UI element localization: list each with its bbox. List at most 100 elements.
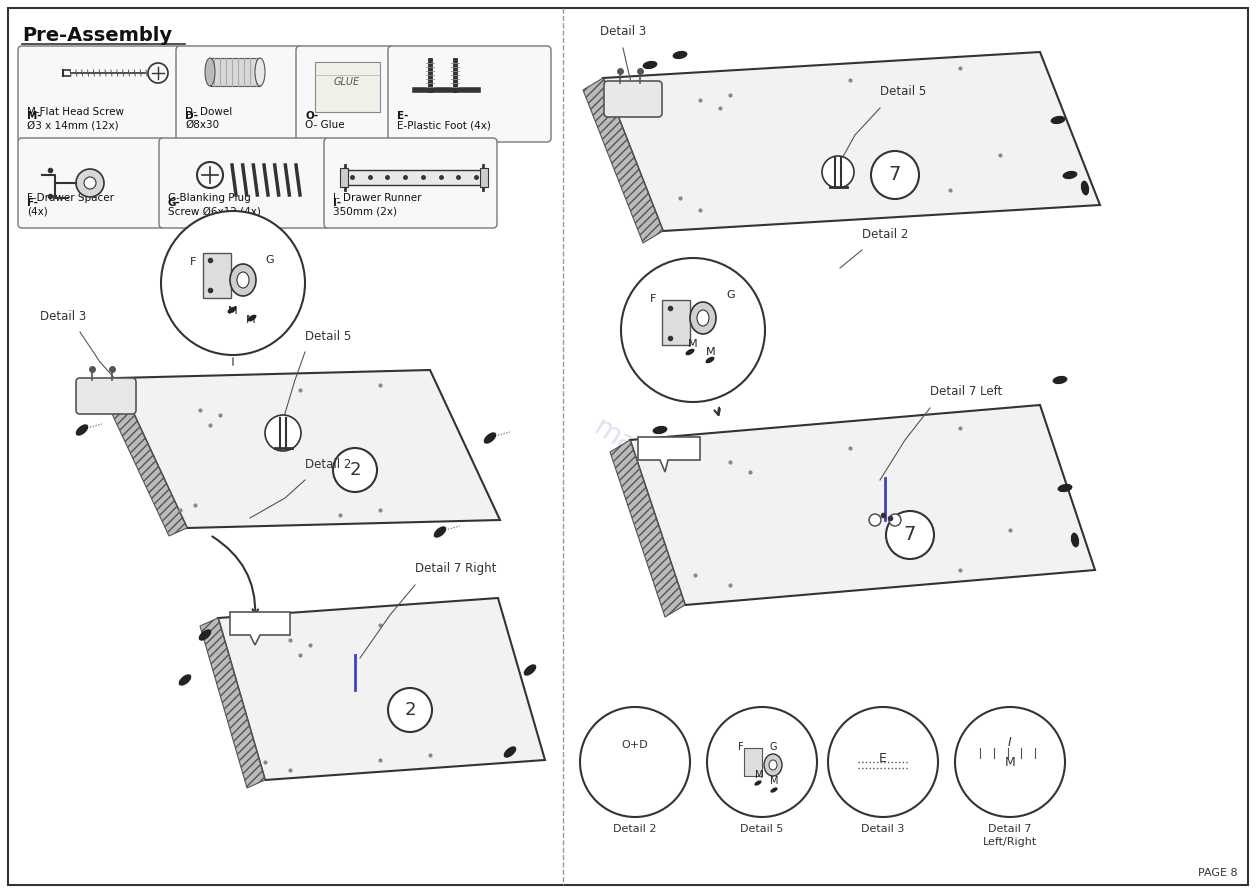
Ellipse shape [653, 426, 667, 434]
Ellipse shape [706, 356, 715, 363]
Ellipse shape [227, 306, 236, 313]
Ellipse shape [504, 747, 516, 758]
Text: I- Drawer Runner: I- Drawer Runner [333, 193, 422, 203]
Polygon shape [117, 370, 500, 528]
FancyBboxPatch shape [604, 81, 662, 117]
Ellipse shape [524, 664, 536, 676]
Ellipse shape [75, 424, 88, 436]
Text: Pre-Assembly: Pre-Assembly [23, 26, 172, 45]
Text: 7: 7 [889, 165, 902, 185]
Ellipse shape [1063, 171, 1078, 179]
Text: Detail 3: Detail 3 [862, 824, 904, 834]
Text: M: M [770, 776, 779, 786]
FancyBboxPatch shape [324, 138, 497, 228]
Text: Detail 7 Right: Detail 7 Right [414, 562, 496, 575]
Text: F-: F- [26, 198, 38, 208]
Text: Detail 3: Detail 3 [40, 310, 87, 323]
Ellipse shape [95, 387, 108, 397]
Text: G-Blanking Plug: G-Blanking Plug [168, 193, 251, 203]
Text: 2: 2 [404, 701, 416, 719]
Polygon shape [315, 62, 381, 112]
Ellipse shape [247, 314, 256, 321]
Text: M: M [755, 770, 764, 780]
Circle shape [333, 448, 377, 492]
Text: M: M [246, 315, 256, 325]
Polygon shape [603, 52, 1100, 231]
Circle shape [955, 707, 1065, 817]
Circle shape [161, 211, 305, 355]
Ellipse shape [690, 302, 716, 334]
Text: F: F [739, 742, 744, 752]
Ellipse shape [1081, 180, 1089, 196]
Text: D- Dowel: D- Dowel [185, 107, 232, 117]
Text: E-: E- [397, 111, 408, 121]
Ellipse shape [686, 348, 695, 355]
Bar [210, 58, 260, 86]
Text: Detail 5: Detail 5 [305, 330, 352, 343]
Text: 350mm (2x): 350mm (2x) [333, 206, 397, 216]
Ellipse shape [643, 61, 657, 69]
Text: 7: 7 [904, 525, 916, 545]
Bar [744, 748, 762, 776]
Text: I: I [1009, 736, 1012, 748]
Polygon shape [219, 598, 545, 780]
Text: M: M [688, 339, 697, 349]
Polygon shape [631, 405, 1095, 605]
Text: G: G [726, 290, 735, 300]
Ellipse shape [255, 58, 265, 86]
Text: Detail 3: Detail 3 [600, 25, 647, 38]
Text: Ø8x30: Ø8x30 [185, 120, 219, 130]
Ellipse shape [672, 51, 687, 59]
Text: F-Drawer Spacer: F-Drawer Spacer [26, 193, 114, 203]
FancyBboxPatch shape [8, 8, 1248, 885]
Ellipse shape [230, 264, 256, 296]
Text: Detail 5: Detail 5 [740, 824, 784, 834]
FancyBboxPatch shape [296, 46, 394, 142]
Ellipse shape [1050, 116, 1065, 124]
Text: G-: G- [168, 198, 181, 208]
Text: PAGE 8: PAGE 8 [1198, 868, 1238, 878]
Text: Detail 2: Detail 2 [305, 458, 352, 471]
Ellipse shape [1071, 532, 1079, 547]
Text: Screw Ø6x12 (4x): Screw Ø6x12 (4x) [168, 206, 261, 216]
Text: Detail 7: Detail 7 [988, 824, 1031, 834]
Circle shape [707, 707, 816, 817]
Polygon shape [610, 440, 685, 617]
Text: I-: I- [333, 198, 342, 208]
Text: E-Plastic Foot (4x): E-Plastic Foot (4x) [397, 120, 491, 130]
Circle shape [885, 511, 934, 559]
Text: O+D: O+D [622, 740, 648, 750]
Circle shape [869, 514, 880, 526]
Text: E: E [879, 752, 887, 764]
FancyBboxPatch shape [176, 46, 301, 142]
Text: F: F [651, 294, 657, 304]
Bar [480, 168, 489, 187]
Text: GLUE: GLUE [334, 77, 360, 87]
FancyBboxPatch shape [345, 170, 484, 185]
Text: F: F [190, 257, 196, 267]
FancyBboxPatch shape [388, 46, 551, 142]
Text: G: G [265, 255, 274, 265]
Text: Detail 7 Left: Detail 7 Left [929, 385, 1002, 398]
Circle shape [821, 156, 854, 188]
FancyBboxPatch shape [18, 46, 181, 142]
Ellipse shape [433, 526, 446, 538]
FancyBboxPatch shape [160, 138, 329, 228]
Polygon shape [230, 612, 290, 645]
Circle shape [388, 688, 432, 732]
Text: 2: 2 [349, 461, 360, 479]
Circle shape [580, 707, 690, 817]
Text: (4x): (4x) [26, 206, 48, 216]
Circle shape [870, 151, 919, 199]
Ellipse shape [770, 788, 777, 793]
Text: Left/Right: Left/Right [983, 837, 1037, 847]
Text: M: M [706, 347, 716, 357]
Bar [203, 253, 231, 298]
Bar [662, 300, 690, 345]
Text: Detail 5: Detail 5 [880, 85, 926, 98]
Circle shape [265, 415, 301, 451]
Circle shape [84, 177, 95, 189]
Text: D-: D- [185, 111, 198, 121]
Polygon shape [583, 78, 663, 243]
Text: Ø3 x 14mm (12x): Ø3 x 14mm (12x) [26, 120, 118, 130]
